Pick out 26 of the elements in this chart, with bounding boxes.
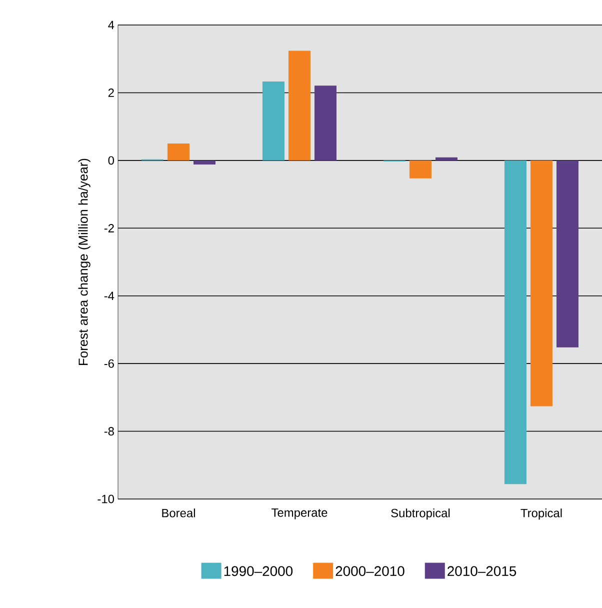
y-axis-title: Forest area change (Million ha/year) [78,158,90,365]
y-tick-label: 4 [108,20,114,30]
bar [504,160,526,484]
bar [314,86,336,160]
legend-label: 2010–2015 [447,566,516,576]
x-tick-label: Temperate [271,508,328,520]
y-tick-label: -8 [104,427,114,436]
legend-label: 1990–2000 [224,566,292,576]
y-tick-label: 0 [108,156,114,165]
x-tick-label: Subtropical [390,508,450,520]
y-tick-label: -4 [104,292,114,300]
bar [556,160,578,348]
bar [409,160,432,178]
bar [435,157,458,160]
bar [193,160,216,164]
legend-label: 2000–2010 [336,566,404,576]
bar [167,144,190,160]
x-tick-label: Tropical [520,508,562,520]
y-tick-label: 2 [108,88,114,97]
bar [530,160,552,406]
bar [262,82,284,160]
y-tick-label: -2 [104,224,114,232]
bar [288,50,310,160]
y-tick-label: -6 [104,359,114,368]
y-tick-label: -10 [98,494,114,504]
x-tick-label: Boreal [162,508,195,518]
